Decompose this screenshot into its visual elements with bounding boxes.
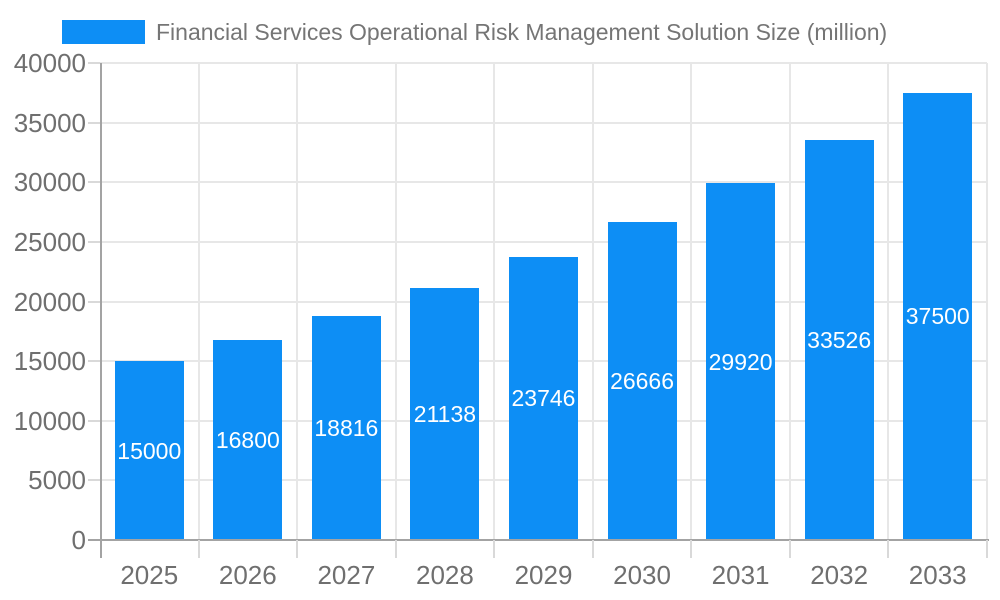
v-gridline xyxy=(394,63,397,540)
bar-2029[interactable]: 23746 xyxy=(509,256,578,540)
bar-2031[interactable]: 29920 xyxy=(706,183,776,540)
x-axis-tick xyxy=(493,540,496,558)
bar-value-label: 23746 xyxy=(511,385,576,412)
h-gridline xyxy=(100,181,987,184)
x-axis-tick xyxy=(690,540,693,558)
x-axis-line xyxy=(88,539,989,541)
legend-label: Financial Services Operational Risk Mana… xyxy=(156,18,888,45)
bar-2026[interactable]: 16800 xyxy=(213,339,283,540)
y-axis-tick xyxy=(88,300,100,303)
v-gridline xyxy=(591,63,594,540)
x-axis-label: 2030 xyxy=(613,560,671,590)
y-axis-label: 20000 xyxy=(13,286,86,317)
h-gridline xyxy=(100,121,987,124)
y-axis-label: 30000 xyxy=(13,167,86,198)
y-axis-label: 25000 xyxy=(13,226,86,257)
x-axis-tick xyxy=(788,540,791,558)
x-axis-tick xyxy=(296,540,299,558)
y-axis-tick xyxy=(88,181,100,184)
bar-value-label: 29920 xyxy=(708,348,773,375)
bar-2025[interactable]: 15000 xyxy=(114,361,184,540)
bar-value-label: 26666 xyxy=(610,368,675,395)
y-axis-label: 40000 xyxy=(13,48,86,78)
y-axis-tick xyxy=(88,121,100,124)
bar-value-label: 33526 xyxy=(807,327,872,354)
x-axis-label: 2028 xyxy=(416,560,474,590)
x-axis-tick xyxy=(197,540,200,558)
y-axis-label: 10000 xyxy=(13,405,86,436)
h-gridline xyxy=(100,62,987,64)
v-gridline xyxy=(788,63,791,540)
v-gridline xyxy=(887,63,890,540)
bar-2027[interactable]: 18816 xyxy=(311,315,381,540)
x-axis-tick xyxy=(887,540,890,558)
bar-value-label: 21138 xyxy=(413,400,477,427)
v-gridline xyxy=(296,63,299,540)
x-axis-tick xyxy=(986,540,988,558)
bar-value-label: 15000 xyxy=(117,437,182,464)
x-axis-label: 2027 xyxy=(317,560,376,590)
x-axis-tick xyxy=(591,540,594,558)
plot-area: 15000 16800 18816 21138 23746 26666 29920 33526… xyxy=(100,62,988,540)
x-axis-label: 2025 xyxy=(120,560,179,590)
y-axis-tick xyxy=(88,240,100,243)
legend-swatch xyxy=(62,20,145,44)
bar-2032[interactable]: 33526 xyxy=(804,140,874,540)
bar-2033[interactable]: 37500 xyxy=(903,92,973,540)
h-gridline xyxy=(100,240,987,243)
bar-value-label: 18816 xyxy=(314,414,379,441)
y-axis-label: 35000 xyxy=(13,107,86,138)
y-axis-tick xyxy=(88,360,100,363)
v-gridline xyxy=(690,63,693,540)
x-axis-label: 2033 xyxy=(908,560,967,590)
y-axis-line xyxy=(100,63,102,558)
x-axis-tick xyxy=(394,540,397,558)
y-axis-label: 5000 xyxy=(28,465,86,496)
bar-2030[interactable]: 26666 xyxy=(607,222,677,540)
x-axis-label: 2031 xyxy=(711,560,770,590)
bar-value-label: 37500 xyxy=(905,303,970,330)
v-gridline xyxy=(493,63,496,540)
x-axis-label: 2029 xyxy=(514,560,573,590)
y-axis-label: 15000 xyxy=(13,346,86,377)
bar-value-label: 16800 xyxy=(215,426,280,453)
y-axis-tick xyxy=(88,62,100,64)
v-gridline xyxy=(197,63,200,540)
legend[interactable]: Financial Services Operational Risk Mana… xyxy=(62,16,887,48)
v-gridline xyxy=(986,63,988,540)
y-axis-tick xyxy=(88,419,100,422)
x-axis-label: 2026 xyxy=(218,560,277,590)
y-axis-tick xyxy=(88,479,100,482)
bar-2028[interactable]: 21138 xyxy=(410,287,480,540)
x-axis-label: 2032 xyxy=(810,560,869,590)
y-axis-label: 0 xyxy=(71,525,86,555)
